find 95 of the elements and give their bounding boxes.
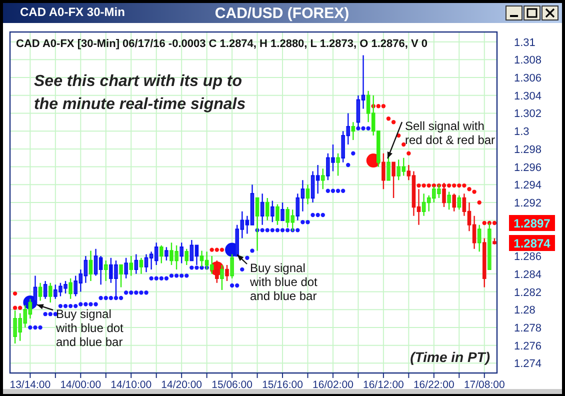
candlestick [68,278,72,300]
text: CAD A0-FX [30-Min] 06/17/16 -0.0003 C 1.2874, H 1.2880, L 1.2873, O 1.2876, V 0 [16,38,428,50]
y-tick-label: 1.286 [514,251,542,264]
y-tick-label: 1.306 [514,72,542,85]
y-tick-label: 1.304 [514,90,542,102]
y-tick-label: 1.296 [514,162,542,174]
point [381,104,386,108]
x-tick-label: 13/14:00 [10,379,51,391]
candlestick [160,244,164,264]
annotation: See this chart with its up to the minute real-time signals [34,73,246,113]
point [422,183,426,188]
candlestick [488,222,492,270]
annotation: (Time in PT) [410,349,490,365]
candlestick [225,264,229,282]
candlestick [276,204,280,226]
point [426,183,431,188]
candlestick [43,280,48,300]
point [477,200,482,205]
annotation: Sell signal with red dot & red bar [405,119,496,147]
point [482,220,486,226]
point [452,183,456,188]
point [462,183,466,188]
text: 1.2874 [514,236,551,250]
annotation: Buy signal with blue dot and blue bar [55,307,124,349]
candlestick [452,192,456,212]
y-tick-label: 1.28 [514,304,536,317]
candlestick [265,197,270,221]
x-tick-label: 15/16:00 [262,379,304,391]
x-tick-label: 14/10:00 [110,379,152,391]
point [376,104,381,108]
candlestick [129,255,134,276]
point [386,116,391,121]
point [457,183,462,188]
y-tick-label: 1.284 [514,268,542,281]
x-tick-label: 16/02:00 [312,379,354,391]
candlestick [48,282,52,304]
annotation: Buy signal with blue dot and blue bar [249,261,318,303]
candlestick [124,257,128,279]
x-tick-label: 17/08:00 [464,379,505,391]
y-tick-label: 1.302 [514,108,542,120]
x-tick-label: 14/20:00 [161,379,202,391]
y-tick-label: 1.31 [514,36,536,49]
y-tick-label: 1.274 [514,358,542,370]
point [12,306,18,310]
candlestick [270,200,274,223]
point [402,142,406,147]
candlestick [382,152,386,190]
point [18,306,22,310]
point [214,248,220,252]
y-tick-label: 1.276 [514,340,542,352]
y-tick-label: 1.3 [514,126,530,138]
candlestick [139,257,144,275]
candlestick [230,254,234,279]
y-tick-label: 1.294 [514,180,542,192]
point [446,183,452,188]
candlestick [119,264,123,288]
candlestick [306,184,310,205]
point [406,151,411,156]
y-tick-label: 1.278 [514,322,542,334]
point [391,120,396,124]
candlestick [457,194,462,210]
point [492,220,497,226]
candlestick [492,238,496,246]
point [220,248,224,252]
candlestick [104,260,108,282]
candlestick [184,248,189,266]
candlestick [220,264,224,291]
candlestick [38,282,42,302]
y-tick-label: 1.308 [514,54,542,67]
chart-title: CAD/USD (FOREX) [214,5,350,22]
candlestick [351,122,356,141]
candlestick [447,191,451,210]
y-tick-label: 1.292 [514,198,542,210]
candlestick [134,254,138,275]
text: 1.2897 [514,216,551,230]
point [12,291,18,296]
point [416,183,421,188]
x-tick-label: 16/22:00 [413,379,455,391]
candlestick [477,224,482,252]
y-tick-label: 1.282 [514,286,542,299]
x-tick-label: 14/00:00 [60,379,102,391]
candlestick [215,260,219,284]
candlestick [164,246,168,262]
candlestick [280,202,284,221]
text: CAD A0-FX 30-Min [20,5,125,19]
y-tick-label: 1.298 [514,144,542,156]
point [472,190,476,194]
point [210,248,214,252]
candlestick [392,162,396,199]
point [467,187,472,192]
x-tick-label: 16/12:00 [363,379,404,391]
x-tick-label: 15/06:00 [212,379,253,391]
candlestick [88,250,93,282]
candlestick [260,192,264,226]
candlestick [482,238,486,288]
